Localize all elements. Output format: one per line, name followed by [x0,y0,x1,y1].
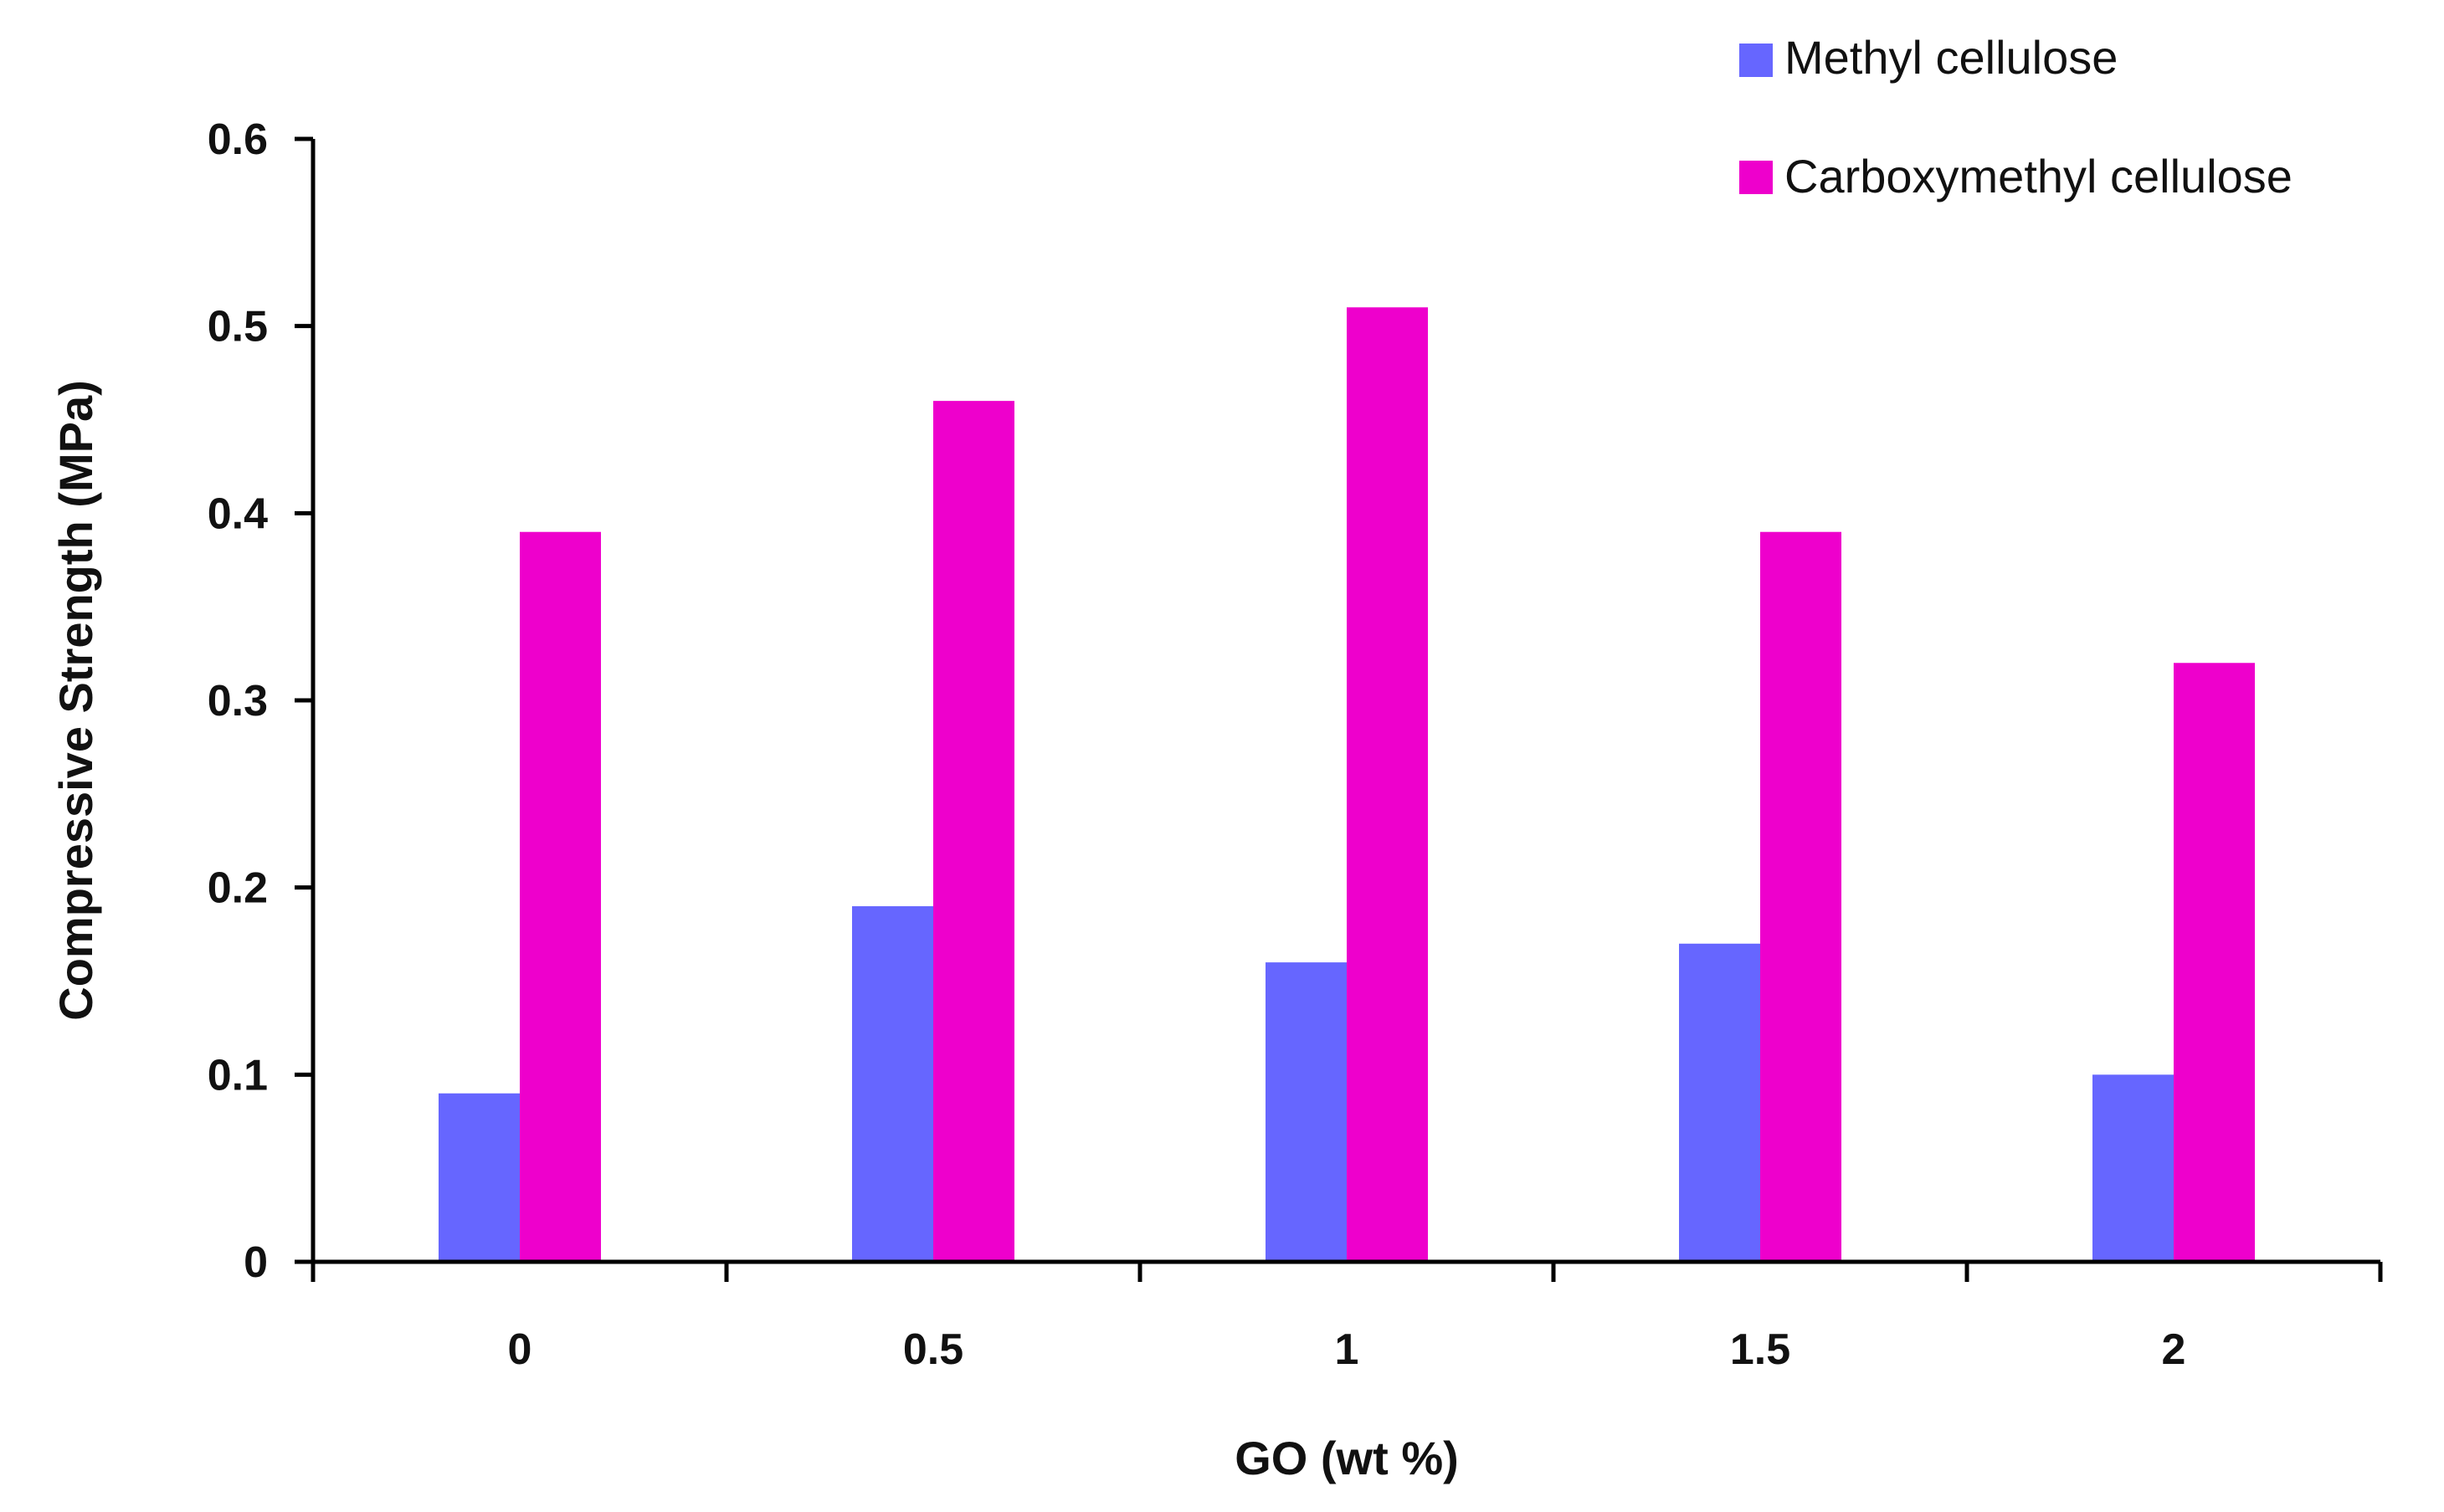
y-tick-label: 0.2 [208,864,268,913]
y-tick-label: 0 [244,1238,268,1287]
x-axis-title: GO (wt %) [1235,1432,1459,1484]
legend-label-carboxymethyl-cellulose: Carboxymethyl cellulose [1784,150,2293,202]
y-tick-label: 0.3 [208,677,268,725]
x-tick-label: 1 [1335,1325,1359,1374]
legend-swatch-carboxymethyl-cellulose [1739,161,1773,194]
y-tick-label: 0.4 [208,489,268,538]
bar-methyl-cellulose-0 [439,1093,520,1262]
x-tick-label: 0.5 [903,1325,963,1374]
x-tick-label: 2 [2162,1325,2186,1374]
bars-group [439,307,2255,1263]
y-axis-title: Compressive Strength (MPa) [49,380,102,1021]
x-tick-label: 0 [508,1325,532,1374]
y-tick-label: 0.5 [208,303,268,351]
legend-label-methyl-cellulose: Methyl cellulose [1784,31,2118,84]
bar-carboxymethyl-cellulose-1.5 [1760,531,1841,1262]
bar-carboxymethyl-cellulose-2 [2174,663,2255,1262]
bar-carboxymethyl-cellulose-1 [1347,307,1428,1262]
y-ticks: 0 0.1 0.2 0.3 0.4 0.5 0.6 [208,115,313,1287]
legend: Methyl cellulose Carboxymethyl cellulose [1739,31,2293,202]
y-tick-label: 0.1 [208,1051,268,1099]
bar-carboxymethyl-cellulose-0.5 [933,401,1014,1263]
x-tick-label: 1.5 [1730,1325,1790,1374]
bar-methyl-cellulose-2 [2092,1074,2174,1262]
x-ticks: 0 0.5 1 1.5 2 [311,1262,2383,1374]
bar-methyl-cellulose-0.5 [852,906,933,1262]
bar-methyl-cellulose-1 [1266,962,1347,1262]
legend-swatch-methyl-cellulose [1739,44,1773,77]
bar-carboxymethyl-cellulose-0 [520,531,601,1262]
y-tick-label: 0.6 [208,115,268,164]
bar-methyl-cellulose-1.5 [1679,943,1760,1262]
